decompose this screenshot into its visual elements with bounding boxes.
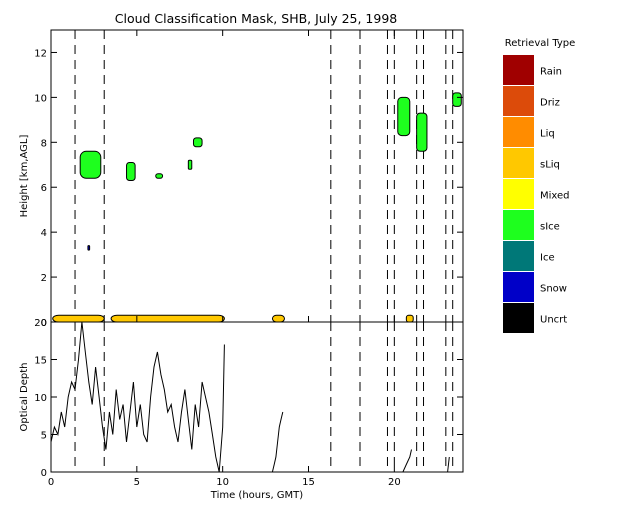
top-y-axis-label: Height [km,AGL]: [19, 135, 30, 218]
optical-depth-line: [447, 456, 450, 473]
optical-depth-plot: 0 5 10 15 20 0 5 10 15 20 Optical Depth Time (ho…: [19, 318, 464, 501]
cloud-region-sliq: [271, 314, 285, 323]
legend-swatch-snow: [503, 272, 534, 302]
y-tick-label: 10: [34, 393, 47, 404]
y-tick-label: 12: [34, 48, 47, 59]
bottom-dashed-lines: [74, 322, 454, 472]
optical-depth-line: [402, 449, 412, 473]
bottom-y-axis-label: Optical Depth: [19, 363, 30, 432]
x-tick-label: 10: [216, 477, 229, 488]
y-tick-label: 8: [41, 138, 47, 149]
cloud-region-sice: [416, 112, 428, 152]
x-tick-label: 15: [302, 477, 315, 488]
x-tick-label: 0: [48, 477, 54, 488]
legend-swatch-liq: [503, 117, 534, 147]
y-tick-label: 20: [34, 318, 47, 329]
cloud-mask-plot: 0 2 4 6 8 10 12 Height [km,AGL]: [19, 29, 464, 329]
y-tick-label: 2: [41, 273, 47, 284]
top-y-ticks: 0 2 4 6 8 10 12: [34, 48, 463, 329]
cloud-mask-plot-frame: [50, 29, 464, 323]
legend-swatch-driz: [503, 86, 534, 116]
cloud-regions: [52, 92, 462, 323]
cloud-region-snow: [87, 245, 91, 251]
legend-swatch-mixed: [503, 179, 534, 209]
cloud-region-sice: [126, 162, 136, 181]
y-tick-label: 6: [41, 183, 47, 194]
legend-swatch-ice: [503, 241, 534, 271]
optical-depth-line: [271, 411, 284, 473]
y-tick-label: 5: [41, 431, 47, 442]
x-tick-label: 5: [134, 477, 140, 488]
y-tick-label: 0: [41, 318, 47, 329]
cloud-region-sice: [187, 159, 193, 170]
cloud-region-sliq: [405, 314, 414, 323]
top-x-ticks: [50, 30, 395, 322]
legend-label-liq: Liq: [540, 129, 555, 140]
bottom-x-ticks: 0 5 10 15 20: [48, 466, 401, 488]
optical-depth-line: [50, 321, 225, 473]
optical-depth-plot-frame: [50, 321, 464, 473]
legend-swatch-sice: [503, 210, 534, 240]
legend: Retrieval Type Rain Driz Liq sLiq Mixed sIce I…: [503, 38, 575, 333]
y-tick-label: 15: [34, 356, 47, 367]
chart-title: Cloud Classification Mask, SHB, July 25,…: [115, 11, 398, 26]
cloud-region-sice: [192, 137, 203, 148]
legend-label-sliq: sLiq: [540, 160, 560, 171]
legend-label-rain: Rain: [540, 67, 562, 78]
y-tick-label: 0: [41, 468, 47, 479]
legend-label-driz: Driz: [540, 98, 560, 109]
cloud-region-sice: [452, 92, 462, 107]
legend-label-snow: Snow: [540, 284, 567, 295]
legend-label-uncrt: Uncrt: [540, 315, 567, 326]
y-tick-label: 4: [41, 228, 47, 239]
cloud-region-sice: [155, 173, 164, 179]
legend-swatch-sliq: [503, 148, 534, 178]
bottom-y-ticks: 0 5 10 15 20: [34, 318, 463, 479]
legend-swatch-rain: [503, 55, 534, 85]
cloud-region-sliq: [110, 314, 225, 323]
cloud-region-sice: [79, 150, 102, 179]
x-tick-label: 20: [388, 477, 401, 488]
legend-title: Retrieval Type: [505, 38, 576, 49]
cloud-region-sliq: [52, 314, 105, 323]
legend-label-mixed: Mixed: [540, 191, 570, 202]
optical-depth-series: [50, 321, 450, 473]
x-axis-label: Time (hours, GMT): [210, 490, 304, 501]
legend-swatch-uncrt: [503, 303, 534, 333]
cloud-region-sice: [397, 96, 411, 137]
y-tick-label: 10: [34, 93, 47, 104]
legend-items: Rain Driz Liq sLiq Mixed sIce Ice Snow Uncrt: [503, 55, 570, 333]
top-dashed-lines: [74, 30, 454, 322]
legend-label-ice: Ice: [540, 253, 555, 264]
legend-label-sice: sIce: [540, 222, 560, 233]
